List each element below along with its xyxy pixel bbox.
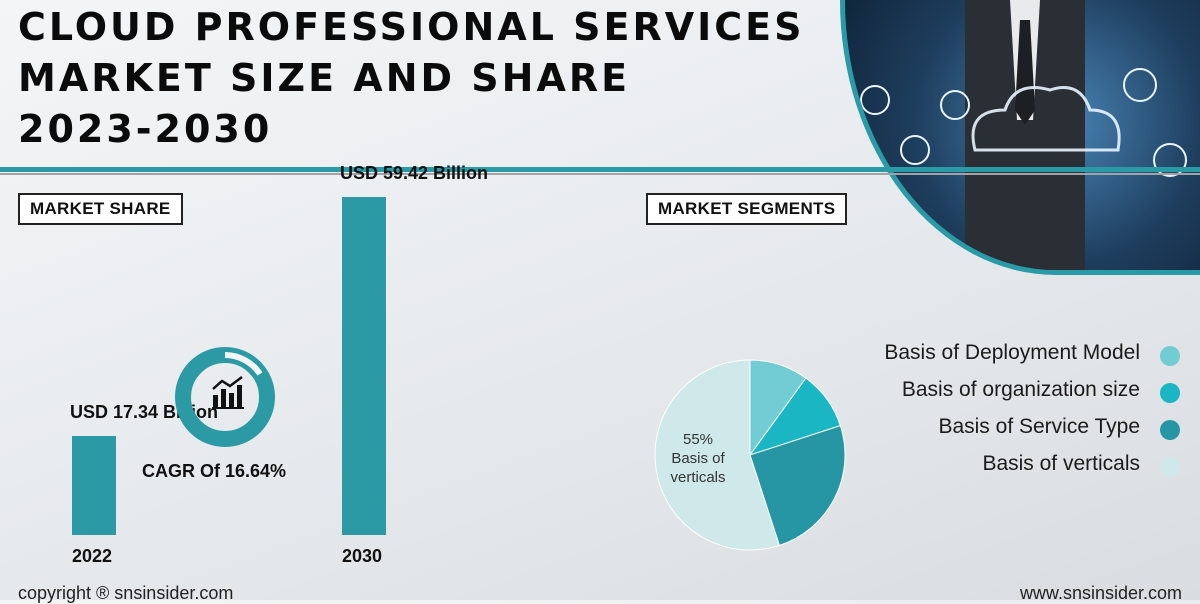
- copyright-text: copyright ® snsinsider.com: [18, 583, 234, 603]
- pie-center-line1: Basis of: [671, 450, 725, 467]
- legend-swatch-3: [1160, 420, 1180, 440]
- pie-center-line2: verticals: [670, 469, 726, 486]
- x-tick-label-2022: 2022: [72, 546, 113, 566]
- page-title: CLOUD PROFESSIONAL SERVICES MARKET SIZE …: [18, 2, 805, 155]
- legend-label-3: Basis of Service Type: [938, 415, 1140, 438]
- legend-swatch-4: [1160, 457, 1180, 477]
- hero-photo: [840, 0, 1200, 275]
- pie-center-label: 55% Basis of verticals: [648, 430, 748, 487]
- bar-2022: [72, 436, 116, 535]
- title-line-2: MARKET SIZE AND SHARE: [18, 56, 631, 100]
- segments-pie-chart: [654, 359, 846, 551]
- website-text: www.snsinsider.com: [1019, 583, 1182, 603]
- title-line-3: 2023-2030: [18, 107, 273, 151]
- x-tick-label-2030: 2030: [342, 546, 383, 566]
- legend-swatch-1: [1160, 346, 1180, 366]
- legend-label-4: Basis of verticals: [982, 452, 1140, 475]
- market-segments-label: MARKET SEGMENTS: [646, 193, 848, 225]
- pie-slice-3: [749, 425, 846, 546]
- market-share-label: MARKET SHARE: [18, 193, 183, 225]
- divider-accent: [0, 167, 1200, 172]
- divider-gray: [0, 173, 1200, 175]
- growth-chart-icon: [212, 376, 244, 409]
- bar-value-label-2030: USD 59.42 Billion: [340, 162, 489, 183]
- title-line-1: CLOUD PROFESSIONAL SERVICES: [18, 5, 805, 49]
- legend-swatch-2: [1160, 383, 1180, 403]
- cloud-network-icon: [860, 0, 1187, 270]
- cagr-text: CAGR Of 16.64%: [142, 461, 287, 481]
- bar-2030: [342, 196, 386, 535]
- legend-label-2: Basis of organization size: [901, 378, 1140, 401]
- pie-center-pct: 55%: [682, 431, 714, 448]
- cagr-ring: [175, 347, 275, 447]
- pie-slice-4: [654, 359, 780, 551]
- legend-label-1: Basis of Deployment Model: [884, 341, 1140, 364]
